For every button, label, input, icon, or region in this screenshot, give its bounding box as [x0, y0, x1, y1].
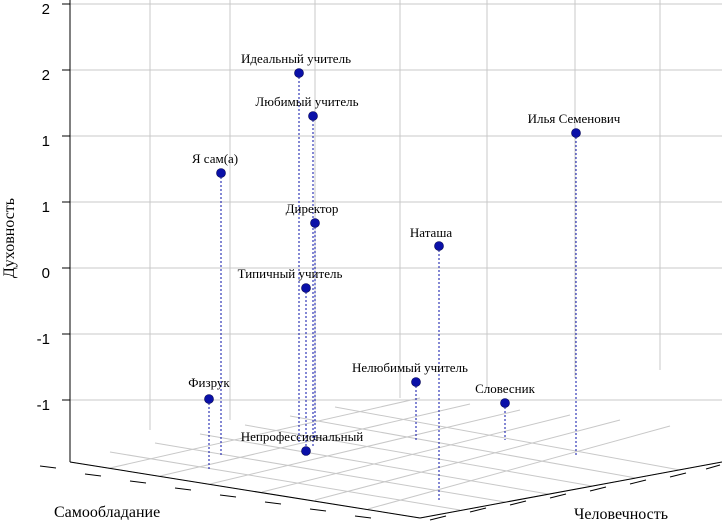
floor-grid [69, 397, 722, 519]
y-axis-ticks [429, 464, 721, 521]
data-point [411, 377, 421, 387]
z-tick-label: 2 [42, 67, 50, 84]
point-label: Нелюбимый учитель [352, 360, 468, 375]
data-point [216, 168, 226, 178]
point-label: Директор [286, 201, 339, 216]
data-point [310, 218, 320, 228]
point-label: Словесник [475, 381, 535, 396]
data-point [434, 241, 444, 251]
point-label: Физрук [188, 375, 230, 390]
point-label: Идеальный учитель [241, 51, 351, 66]
data-point [301, 283, 311, 293]
data-point [204, 394, 214, 404]
point-label: Непрофессиональный [241, 429, 364, 444]
y-axis-title: Человечность [574, 506, 668, 523]
z-axis-tick-labels: 2 2 1 1 0 -1 -1 [37, 1, 50, 414]
z-tick-label: 1 [42, 199, 50, 216]
data-point [571, 128, 581, 138]
z-axis-title: Духовность [1, 198, 18, 278]
back-wall-grid [69, 0, 722, 462]
data-point [301, 446, 311, 456]
point-label: Типичный учитель [238, 266, 343, 281]
data-point [294, 68, 304, 78]
point-label: Наташа [410, 225, 452, 240]
z-tick-label: 2 [42, 1, 50, 18]
point-label: Я сам(а) [192, 151, 238, 166]
point-label: Илья Семенович [528, 111, 621, 126]
x-axis-title: Самообладание [54, 504, 160, 521]
point-label: Любимый учитель [255, 94, 358, 109]
data-point [500, 398, 510, 408]
z-tick-label: -1 [37, 331, 50, 348]
z-tick-label: 0 [42, 265, 50, 282]
x-axis-ticks [39, 465, 372, 519]
z-axis-ticks [62, 3, 70, 401]
scatter-marks: Идеальный учитель Любимый учитель Я сам(а)… [188, 51, 621, 500]
axes-frame [69, 0, 722, 519]
z-tick-label: -1 [37, 397, 50, 414]
z-tick-label: 1 [42, 133, 50, 150]
data-point [308, 111, 318, 121]
